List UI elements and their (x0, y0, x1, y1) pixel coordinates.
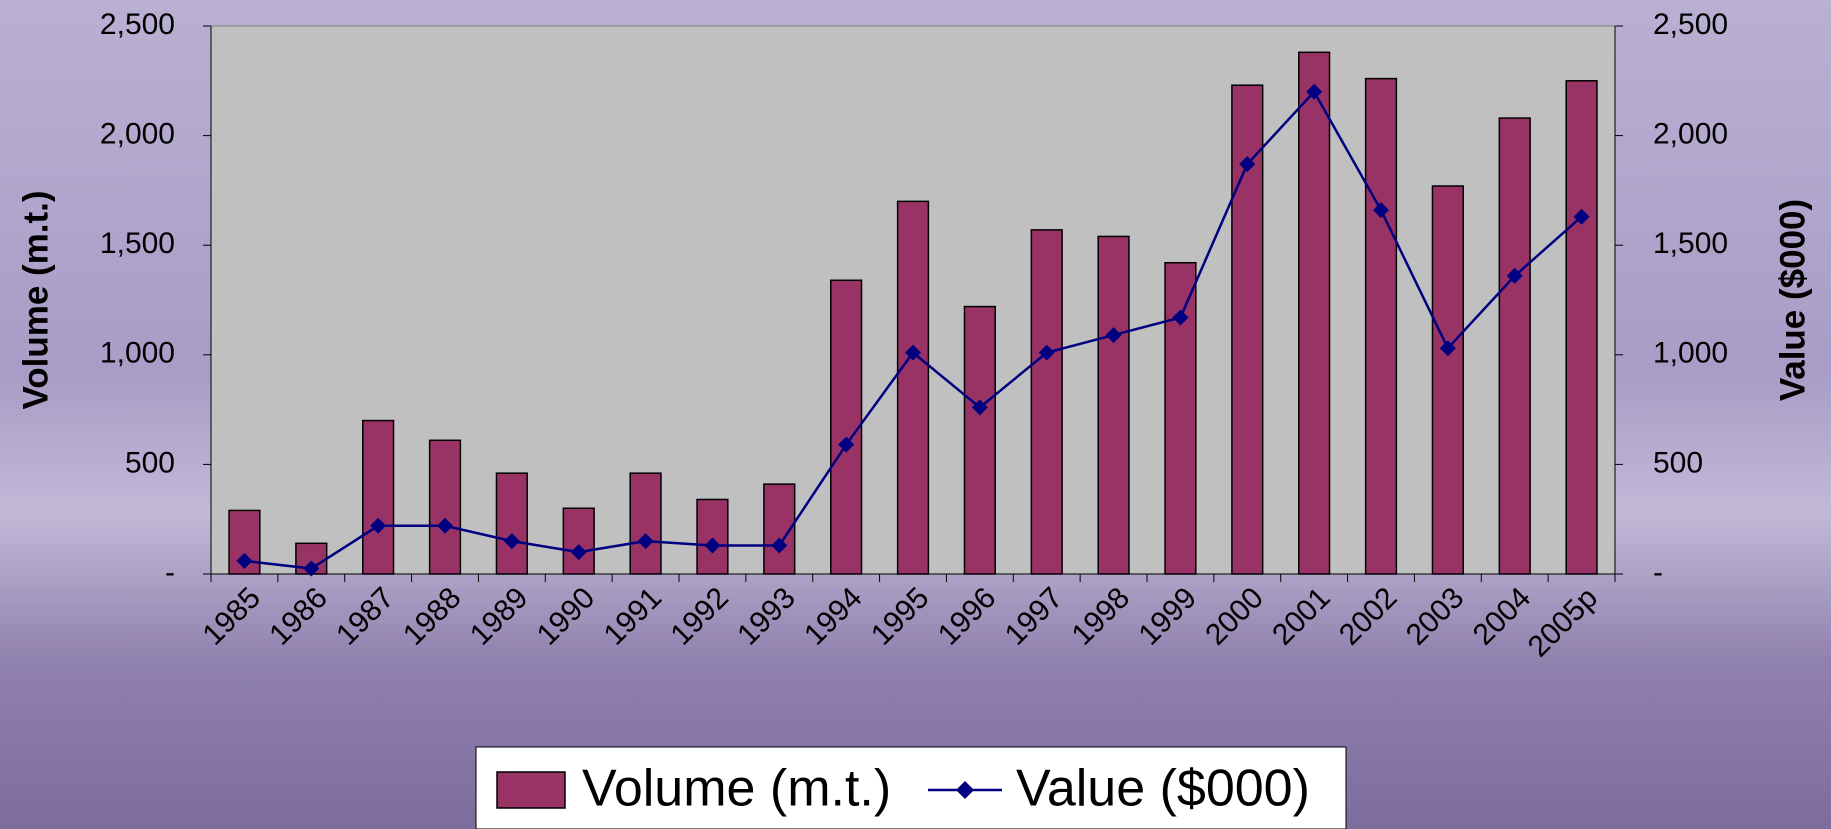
marker (570, 544, 587, 561)
marker (370, 517, 387, 534)
bar (696, 498, 729, 575)
marker (1038, 344, 1055, 361)
marker (437, 517, 453, 534)
y2-axis-title: Value ($000) (1773, 199, 1812, 401)
x-tick-label: 2001 (1266, 581, 1337, 652)
x-tick-label: 2005p (1522, 581, 1604, 663)
bar (1364, 77, 1398, 575)
bar (562, 507, 595, 575)
x-tick-label: 1996 (932, 581, 1003, 652)
marker (905, 344, 921, 361)
x-tick-label: 1995 (865, 581, 936, 652)
marker (1439, 340, 1456, 357)
y-tick-label: 500 (125, 446, 175, 479)
x-tick-label: 2003 (1400, 581, 1471, 652)
legend-marker (956, 781, 974, 799)
x-tick-label: 1997 (999, 581, 1070, 652)
y2-tick-label: 2,500 (1653, 8, 1728, 41)
bar (428, 439, 462, 575)
x-tick-label: 1993 (731, 581, 802, 652)
bar (896, 200, 930, 575)
x-tick-label: 1985 (196, 581, 267, 652)
marker (704, 537, 721, 554)
marker (637, 533, 654, 550)
bar (1097, 235, 1130, 575)
y2-tick-label: 500 (1653, 446, 1703, 479)
x-tick-label: 1986 (263, 581, 334, 652)
bar (1565, 80, 1598, 575)
x-tick-label: 1999 (1132, 581, 1203, 652)
bar (495, 472, 528, 575)
bar (629, 472, 662, 575)
bar (830, 279, 863, 575)
marker (838, 436, 855, 453)
legend-label: Volume (m.t.) (582, 760, 891, 818)
x-tick-label: 1987 (330, 581, 401, 652)
marker (971, 399, 988, 416)
legend-box (475, 746, 1347, 829)
legend-label: Value ($000) (1016, 760, 1310, 818)
bar (1030, 229, 1063, 575)
y-tick-label: 2,000 (100, 118, 175, 151)
marker (236, 552, 253, 569)
x-tick-label: 1994 (798, 581, 869, 652)
bar (1431, 185, 1464, 575)
marker (1573, 208, 1590, 225)
marker (1506, 267, 1523, 284)
marker (1373, 202, 1389, 219)
x-tick-label: 2000 (1199, 581, 1270, 652)
bar (1164, 261, 1197, 575)
legend-swatch (496, 771, 566, 809)
x-tick-label: 1998 (1066, 581, 1137, 652)
y2-tick-label: - (1653, 556, 1663, 589)
bar (1298, 51, 1331, 575)
bar (963, 305, 996, 575)
marker (303, 560, 320, 577)
bar (362, 419, 395, 575)
y-tick-label: 1,500 (100, 227, 175, 260)
y-tick-label: 1,000 (100, 337, 175, 370)
marker (1172, 309, 1189, 326)
x-tick-label: 1990 (531, 581, 602, 652)
y2-tick-label: 1,500 (1653, 227, 1728, 260)
y-axis-title: Volume (m.t.) (16, 190, 55, 409)
marker (1239, 156, 1256, 173)
y2-tick-label: 1,000 (1653, 337, 1728, 370)
x-tick-label: 1989 (464, 581, 535, 652)
marker (1306, 83, 1323, 100)
marker (771, 537, 788, 554)
x-tick-label: 1991 (598, 581, 669, 652)
x-tick-label: 1988 (397, 581, 468, 652)
y2-tick-label: 2,000 (1653, 118, 1728, 151)
y-tick-label: - (165, 556, 175, 589)
x-tick-label: 2002 (1333, 581, 1404, 652)
marker (1105, 327, 1122, 344)
marker (503, 533, 520, 550)
y-tick-label: 2,500 (100, 8, 175, 41)
x-tick-label: 1992 (664, 581, 735, 652)
bar (1498, 117, 1531, 575)
